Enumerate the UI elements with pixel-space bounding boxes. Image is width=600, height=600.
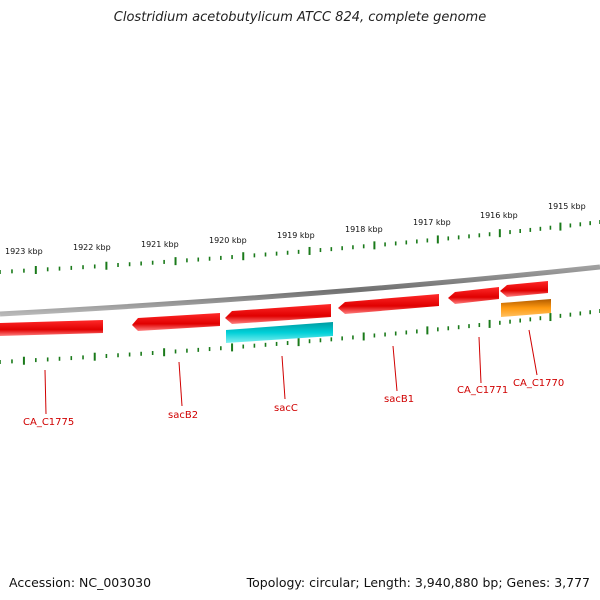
callout-line	[392, 345, 398, 392]
gene-label-sacb2: sacB2	[168, 410, 198, 421]
callout-line	[44, 369, 47, 415]
gene-arrow-ca-c1775[interactable]	[0, 320, 103, 336]
scale-label: 1920 kbp	[209, 236, 247, 245]
scale-label: 1916 kbp	[480, 211, 518, 220]
gene-arrow-ca-c1771[interactable]	[448, 287, 499, 304]
feature-bar-ca-c1770[interactable]	[501, 299, 551, 317]
scale-label: 1919 kbp	[277, 231, 315, 240]
gene-arrow-sacb1[interactable]	[338, 294, 439, 314]
gene-label-sacc: sacC	[274, 403, 298, 414]
genome-backbone	[0, 264, 600, 317]
callout-line	[281, 355, 286, 400]
callout-line	[478, 336, 482, 384]
gene-label-ca-c1771: CA_C1771	[457, 385, 508, 396]
gene-arrow-sacc[interactable]	[225, 304, 331, 324]
scale-label: 1915 kbp	[548, 202, 586, 211]
scale-label: 1923 kbp	[5, 247, 43, 256]
gene-arrow-sacb2[interactable]	[132, 313, 220, 331]
scale-label: 1918 kbp	[345, 225, 383, 234]
scale-label: 1921 kbp	[141, 240, 179, 249]
outer-scale-ticks	[0, 220, 600, 274]
callout-line	[528, 329, 538, 376]
scale-label: 1922 kbp	[73, 243, 111, 252]
gene-arrow-ca-c1770[interactable]	[500, 281, 548, 297]
diagram-title: Clostridium acetobutylicum ATCC 824, com…	[113, 10, 487, 25]
callout-line	[178, 361, 183, 407]
feature-bar-sacc[interactable]	[226, 322, 333, 343]
gene-label-sacb1: sacB1	[384, 394, 414, 405]
inner-scale-ticks	[0, 309, 600, 365]
scale-label: 1917 kbp	[413, 218, 451, 227]
gene-label-ca-c1775: CA_C1775	[23, 417, 74, 428]
accession-text: Accession: NC_003030	[9, 575, 152, 590]
gene-label-ca-c1770: CA_C1770	[513, 378, 564, 389]
topology-text: Topology: circular; Length: 3,940,880 bp…	[246, 575, 590, 590]
